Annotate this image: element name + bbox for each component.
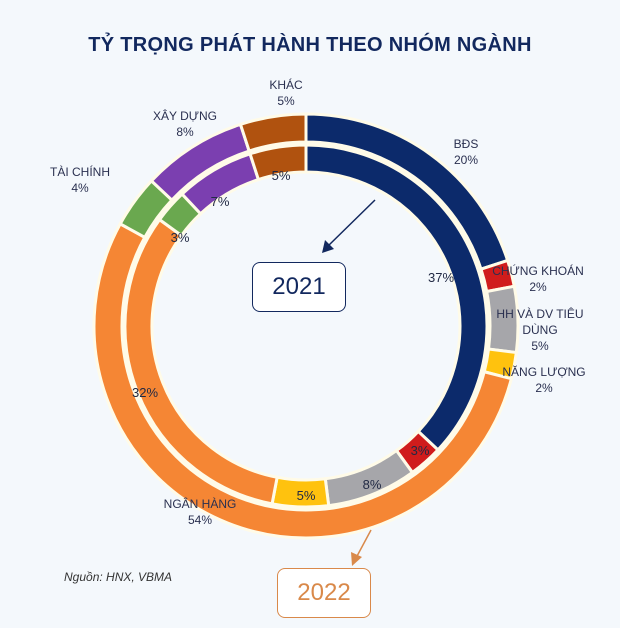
label-2021-1: 3% [411,443,430,458]
segment-2022-7 [238,112,308,153]
label-2022-1: 2% [529,280,547,294]
label-2022-4: 54% [188,513,212,527]
label-2022-2: 5% [531,339,549,353]
label-2022-7: 5% [277,94,295,108]
series-label-2022: 2022 [277,568,371,618]
series-label-2021: 2021 [252,262,346,312]
segment-2021-7 [248,143,308,182]
category-label-1: CHỨNG KHOÁN [492,263,584,278]
category-label-3: NĂNG LƯỢNG [502,364,585,379]
arrow-head-2021 [322,240,334,253]
category-label-2: DÙNG [522,322,557,337]
label-2021-3: 5% [297,488,316,503]
label-2021-2: 8% [363,477,382,492]
label-2022-0: 20% [454,153,478,167]
category-label-0: BĐS [454,137,479,151]
arrow-2022 [355,529,372,559]
label-2022-5: 4% [71,181,89,195]
label-2021-0: 37% [428,270,454,285]
category-label-7: KHÁC [269,77,303,92]
chart-title: TỶ TRỌNG PHÁT HÀNH THEO NHÓM NGÀNH [88,34,532,56]
category-label-5: TÀI CHÍNH [50,164,110,179]
label-2022-6: 8% [176,125,194,139]
label-2021-5: 3% [171,230,190,245]
label-2021-7: 5% [272,168,291,183]
category-label-2: HH VÀ DV TIÊU [496,306,583,321]
category-label-6: XÂY DỰNG [153,108,217,123]
source-note: Nguồn: HNX, VBMA [64,570,173,584]
category-label-4: NGÂN HÀNG [164,496,237,511]
label-2021-4: 32% [132,385,158,400]
arrow-2021 [327,199,376,247]
arrow-head-2022 [351,552,362,566]
label-2022-3: 2% [535,381,553,395]
label-2021-6: 7% [211,194,230,209]
